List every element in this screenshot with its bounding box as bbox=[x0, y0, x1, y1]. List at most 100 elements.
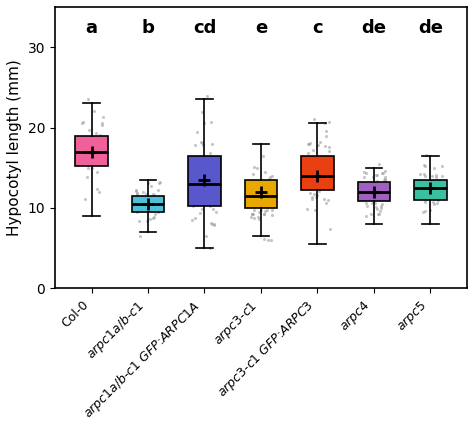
Point bbox=[325, 166, 333, 173]
Point bbox=[427, 192, 434, 199]
Point bbox=[137, 195, 144, 202]
Point bbox=[250, 190, 258, 196]
Point bbox=[150, 192, 157, 199]
Point bbox=[250, 193, 258, 199]
Point bbox=[206, 202, 214, 209]
Point bbox=[155, 179, 163, 186]
Point bbox=[374, 206, 381, 213]
Point bbox=[314, 141, 322, 148]
Point bbox=[324, 175, 331, 182]
Point bbox=[309, 146, 317, 153]
Point bbox=[311, 167, 319, 174]
Point bbox=[325, 186, 332, 193]
Point bbox=[373, 187, 381, 193]
Point bbox=[363, 190, 370, 197]
Point bbox=[199, 199, 207, 205]
Point bbox=[257, 195, 264, 202]
Point bbox=[382, 176, 389, 183]
Text: de: de bbox=[361, 19, 386, 37]
Point bbox=[133, 191, 141, 198]
Point bbox=[250, 214, 258, 221]
Point bbox=[438, 194, 446, 201]
Point bbox=[250, 207, 257, 214]
Point bbox=[208, 141, 216, 148]
Point bbox=[151, 203, 159, 210]
Point bbox=[378, 200, 385, 207]
Point bbox=[141, 201, 148, 208]
Point bbox=[313, 192, 321, 199]
Point bbox=[151, 213, 158, 220]
Point bbox=[363, 169, 370, 176]
Point bbox=[373, 171, 381, 178]
Point bbox=[421, 207, 428, 214]
Point bbox=[318, 167, 326, 174]
Point bbox=[260, 236, 268, 243]
PathPatch shape bbox=[188, 156, 221, 206]
Point bbox=[437, 182, 445, 189]
Point bbox=[307, 139, 314, 146]
Point bbox=[80, 143, 88, 150]
Point bbox=[377, 204, 385, 211]
Point bbox=[248, 202, 256, 209]
Point bbox=[196, 210, 204, 217]
Point bbox=[154, 186, 161, 193]
Point bbox=[370, 174, 377, 181]
Point bbox=[371, 195, 379, 202]
Point bbox=[421, 194, 429, 201]
Point bbox=[138, 205, 146, 211]
Point bbox=[323, 199, 330, 206]
PathPatch shape bbox=[301, 156, 334, 190]
Point bbox=[325, 118, 333, 125]
Point bbox=[90, 142, 97, 149]
Point bbox=[93, 168, 100, 175]
Point bbox=[209, 199, 217, 206]
Point bbox=[264, 182, 271, 189]
Point bbox=[258, 196, 266, 203]
Point bbox=[363, 181, 370, 188]
Point bbox=[203, 92, 211, 99]
Point bbox=[425, 183, 432, 190]
Point bbox=[193, 129, 201, 136]
Point bbox=[154, 199, 162, 206]
Point bbox=[381, 167, 389, 174]
Point bbox=[306, 190, 313, 196]
Point bbox=[201, 157, 209, 164]
Point bbox=[310, 190, 318, 197]
Point bbox=[268, 212, 275, 219]
Point bbox=[324, 167, 331, 174]
Point bbox=[88, 148, 95, 154]
Point bbox=[369, 179, 376, 186]
Point bbox=[91, 107, 98, 114]
Point bbox=[261, 210, 268, 217]
Point bbox=[189, 203, 196, 210]
Point bbox=[248, 211, 256, 218]
Point bbox=[432, 174, 440, 181]
Point bbox=[325, 144, 332, 151]
Point bbox=[154, 200, 161, 207]
Point bbox=[146, 194, 154, 201]
Point bbox=[136, 203, 143, 210]
Point bbox=[99, 162, 106, 169]
Point bbox=[197, 139, 204, 145]
Point bbox=[156, 205, 164, 212]
Point bbox=[315, 157, 322, 163]
Point bbox=[191, 167, 198, 174]
Point bbox=[144, 203, 151, 210]
Point bbox=[428, 172, 436, 179]
Point bbox=[319, 182, 327, 189]
Point bbox=[139, 189, 146, 196]
Point bbox=[199, 190, 206, 197]
Y-axis label: Hypocotyl length (mm): Hypocotyl length (mm) bbox=[7, 59, 22, 236]
Point bbox=[144, 179, 151, 186]
Point bbox=[419, 187, 426, 194]
Point bbox=[367, 192, 374, 199]
Point bbox=[267, 237, 275, 244]
Point bbox=[316, 171, 324, 178]
Point bbox=[373, 203, 380, 210]
Point bbox=[420, 161, 428, 168]
Point bbox=[249, 171, 257, 178]
Point bbox=[421, 184, 429, 190]
Point bbox=[318, 166, 325, 173]
PathPatch shape bbox=[132, 196, 164, 212]
Point bbox=[152, 201, 159, 208]
